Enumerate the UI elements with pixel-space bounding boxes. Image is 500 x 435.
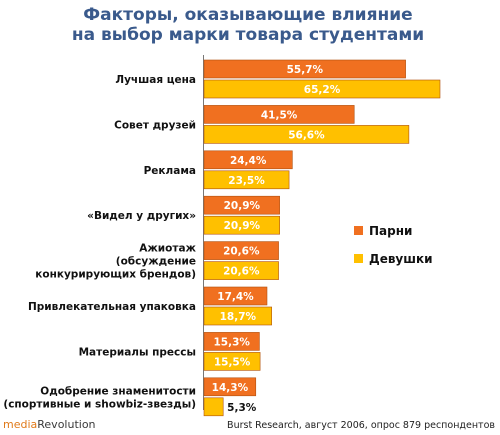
value-label-girls-5: 18,7% [220, 311, 257, 323]
bar-boys-1 [203, 105, 355, 124]
bar-girls-2 [203, 170, 290, 190]
value-label-girls-2: 23,5% [228, 175, 265, 187]
legend-swatch-boys [354, 226, 363, 235]
value-label-boys-3: 20,9% [224, 200, 261, 212]
value-label-girls-0: 65,2% [304, 84, 341, 96]
value-label-boys-6: 15,3% [213, 336, 250, 348]
category-label-3-line-0: «Видел у других» [87, 210, 196, 222]
bars: 55,7% 65,2% 41,5% 56,6% 24,4% 23,5% 20,9% 20,9%… [203, 59, 441, 417]
value-label-girls-6: 15,5% [214, 356, 251, 368]
chart-title-line-2: на выбор марки товара студентами [72, 25, 424, 45]
category-label-2-line-0: Реклама [144, 165, 196, 177]
value-label-boys-4: 20,6% [223, 246, 260, 258]
category-label-6-line-0: Материалы прессы [79, 346, 196, 358]
legend: Парни Девушки [354, 224, 433, 266]
bar-boys-5 [203, 286, 268, 306]
category-label-4-line-1: (обсуждение [116, 256, 196, 268]
value-label-boys-0: 55,7% [287, 64, 324, 76]
value-label-boys-1: 41,5% [261, 109, 298, 121]
category-label-4-line-2: конкурирующих брендов) [35, 269, 196, 281]
value-label-boys-2: 24,4% [230, 155, 267, 167]
logo-part-2: Revolution [37, 418, 95, 431]
bar-boys-6 [203, 332, 260, 351]
bar-girls-0 [203, 79, 441, 99]
bar-boys-7 [203, 377, 257, 397]
bar-girls-1 [203, 125, 410, 144]
source-note: Burst Research, август 2006, опрос 879 р… [227, 420, 495, 431]
value-label-boys-5: 17,4% [217, 291, 254, 303]
bar-boys-0 [203, 59, 406, 79]
category-label-7-line-1: (спортивные и showbiz-звезды) [3, 398, 196, 410]
bar-boys-4 [203, 241, 279, 260]
legend-swatch-girls [354, 254, 363, 263]
value-label-girls-1: 56,6% [288, 129, 325, 141]
value-label-girls-7: 5,3% [227, 402, 257, 414]
bar-girls-7 [203, 397, 224, 417]
category-labels: Лучшая цена Совет друзей Реклама «Видел у д… [3, 74, 196, 410]
category-label-0-line-0: Лучшая цена [115, 74, 196, 86]
category-label-1-line-0: Совет друзей [114, 119, 196, 131]
bar-girls-3 [203, 215, 280, 235]
legend-label-boys: Парни [369, 224, 412, 238]
category-label-7-line-0: Одобрение знаменитости [40, 385, 196, 397]
bar-boys-2 [203, 150, 293, 170]
logo-part-1: media [3, 418, 37, 431]
bar-girls-6 [203, 352, 261, 371]
bar-girls-5 [203, 306, 272, 326]
logo: mediaRevolution [3, 418, 96, 431]
value-label-girls-3: 20,9% [224, 220, 261, 232]
value-label-boys-7: 14,3% [212, 382, 249, 394]
chart-title-line-1: Факторы, оказывающие влияние [83, 5, 412, 25]
category-label-4-line-0: Ажиотаж [139, 243, 196, 255]
value-label-girls-4: 20,6% [223, 266, 260, 278]
legend-label-girls: Девушки [369, 252, 433, 266]
bar-girls-4 [203, 261, 279, 280]
category-label-5-line-0: Привлекательная упаковка [28, 301, 196, 313]
bar-boys-3 [203, 195, 280, 215]
